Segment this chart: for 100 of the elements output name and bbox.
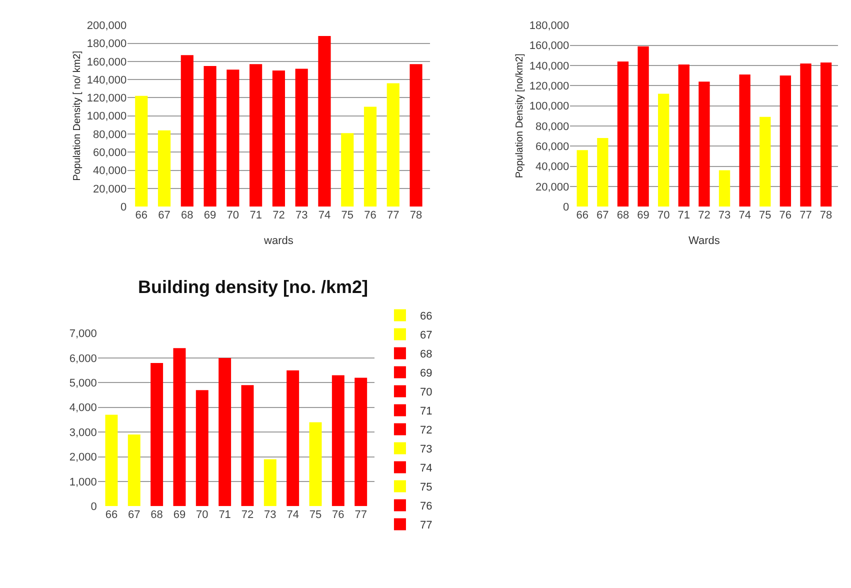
legend-label: 74 (420, 462, 432, 475)
x-tick-label: 68 (181, 210, 194, 222)
y-tick-label: 120,000 (529, 80, 570, 92)
x-tick-label: 76 (332, 509, 344, 522)
y-tick-label: 4,000 (69, 402, 97, 414)
legend-label: 67 (420, 330, 432, 342)
legend-label: 73 (420, 444, 432, 456)
bar (158, 130, 171, 207)
x-tick-label: 67 (128, 509, 140, 522)
y-axis-title: Population Density [ no/ km2] (72, 50, 83, 181)
bar (780, 76, 792, 207)
y-tick-label: 120,000 (86, 92, 127, 105)
y-tick-label: 180,000 (86, 38, 127, 50)
bar (617, 61, 629, 207)
bar (386, 83, 400, 207)
x-tick-label: 76 (779, 210, 792, 222)
y-tick-label: 5,000 (69, 378, 97, 390)
bar (739, 74, 750, 207)
legend-label: 70 (420, 386, 432, 399)
bar (272, 70, 285, 207)
bar (180, 55, 194, 207)
x-tick-label: 66 (105, 509, 118, 522)
legend-label: 77 (420, 520, 432, 532)
legend-label: 69 (420, 368, 432, 380)
x-tick-label: 69 (637, 210, 650, 222)
y-tick-label: 140,000 (529, 60, 570, 72)
bar (250, 64, 262, 207)
x-tick-label: 69 (204, 210, 216, 222)
bar (718, 170, 730, 207)
bar (597, 138, 608, 207)
y-tick-label: 20,000 (92, 183, 127, 196)
bar (341, 133, 354, 207)
y-tick-label: 40,000 (536, 161, 570, 174)
y-tick-label: 160,000 (529, 40, 570, 52)
x-tick-label: 77 (387, 210, 400, 222)
x-tick-label: 76 (364, 210, 376, 222)
x-tick-label: 75 (341, 210, 354, 222)
bar (318, 36, 331, 207)
x-tick-label: 71 (678, 210, 690, 222)
x-axis-title: wards (263, 234, 294, 247)
legend-label: 75 (420, 482, 432, 494)
bar (800, 63, 812, 207)
bar (295, 68, 308, 207)
bar (658, 94, 670, 207)
x-tick-label: 70 (196, 509, 208, 522)
x-tick-label: 72 (272, 210, 285, 222)
x-tick-label: 69 (173, 509, 186, 522)
bar (226, 70, 240, 207)
legend-label: 71 (420, 406, 432, 418)
y-tick-label: 200,000 (86, 20, 127, 32)
x-tick-label: 72 (698, 210, 710, 222)
x-tick-label: 78 (410, 210, 422, 222)
x-tick-label: 74 (738, 210, 751, 222)
bar (698, 82, 710, 207)
chart-title: Building density [no. /km2] (138, 277, 368, 297)
x-tick-label: 67 (158, 210, 170, 222)
y-tick-label: 7,000 (69, 328, 97, 340)
x-tick-label: 71 (218, 509, 231, 522)
bar (760, 116, 771, 207)
y-tick-label: 160,000 (86, 56, 127, 68)
y-tick-label: 0 (120, 201, 127, 214)
x-tick-label: 73 (718, 210, 731, 222)
x-tick-label: 72 (241, 509, 254, 522)
bar (638, 46, 649, 207)
x-tick-label: 66 (135, 210, 148, 222)
y-axis-title: Population Density [no/km2] (514, 53, 526, 178)
x-tick-label: 77 (354, 509, 367, 522)
x-tick-label: 67 (596, 210, 609, 222)
legend-label: 66 (420, 310, 432, 323)
y-tick-label: 100,000 (86, 110, 127, 123)
legend-label: 72 (420, 424, 432, 437)
bar (135, 96, 148, 207)
y-tick-label: 1,000 (69, 476, 97, 488)
y-tick-label: 0 (563, 201, 570, 214)
bar (364, 106, 377, 207)
bar (678, 64, 690, 207)
bar (204, 66, 216, 207)
y-tick-label: 0 (90, 500, 97, 513)
y-tick-label: 2,000 (69, 452, 97, 464)
x-tick-label: 66 (576, 210, 588, 222)
x-tick-label: 74 (286, 509, 299, 522)
y-tick-label: 180,000 (529, 20, 570, 32)
y-tick-label: 100,000 (529, 100, 570, 113)
y-tick-label: 3,000 (69, 426, 97, 439)
legend-label: 68 (420, 348, 432, 361)
bar (410, 64, 422, 207)
x-tick-label: 78 (820, 210, 832, 222)
y-tick-label: 6,000 (69, 352, 97, 365)
y-tick-label: 80,000 (536, 120, 570, 133)
bar (820, 62, 832, 207)
x-tick-label: 70 (226, 210, 240, 222)
x-tick-label: 70 (657, 210, 670, 222)
x-tick-label: 73 (295, 210, 308, 222)
y-tick-label: 20,000 (536, 181, 570, 194)
y-tick-label: 140,000 (86, 74, 127, 86)
x-tick-label: 77 (800, 210, 812, 222)
y-tick-label: 60,000 (536, 140, 570, 153)
x-tick-label: 75 (759, 210, 772, 222)
legend-label: 76 (420, 500, 432, 513)
y-tick-label: 60,000 (92, 147, 127, 160)
